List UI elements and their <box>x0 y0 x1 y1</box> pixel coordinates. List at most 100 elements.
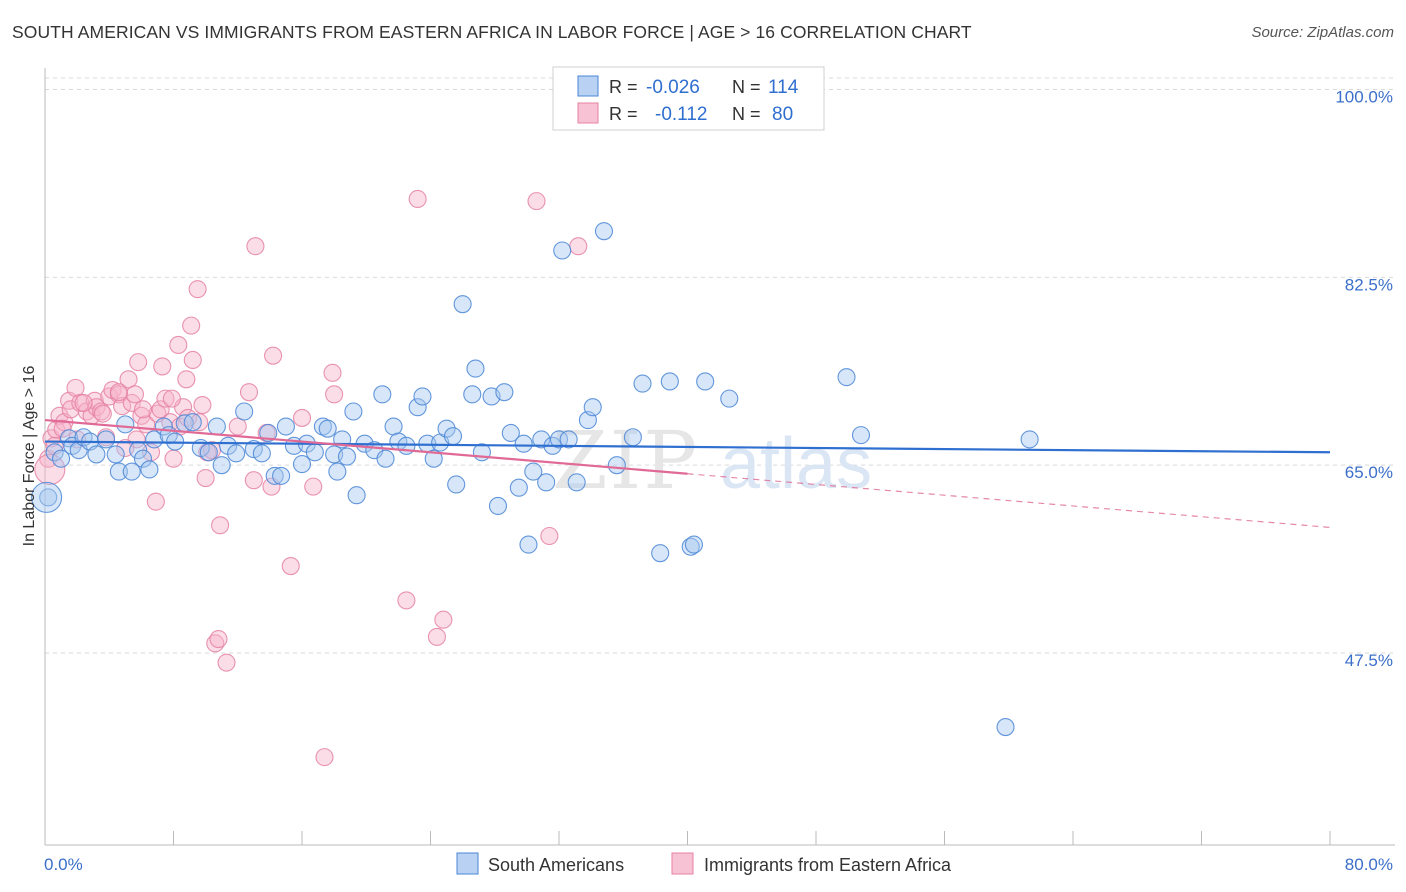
legend-label-south-americans: South Americans <box>488 855 624 875</box>
blue-large-bubble <box>31 481 63 513</box>
legend-swatch-pink <box>577 102 599 124</box>
eastern-africa-point <box>164 449 183 468</box>
eastern-africa-point <box>74 393 93 412</box>
south-american-point <box>514 434 533 453</box>
legend-swatch-eastern-africa <box>671 852 694 875</box>
eastern-africa-point <box>217 653 236 672</box>
y-axis-title: In Labor Force | Age > 16 <box>21 366 38 547</box>
south-american-point <box>122 462 141 481</box>
south-american-point <box>318 419 337 438</box>
y-tick-label: 100.0% <box>1335 88 1393 107</box>
south-american-point <box>96 430 116 449</box>
south-american-point <box>133 449 153 468</box>
y-tick-labels: 47.5% 65.0% 82.5% 100.0% <box>1335 88 1393 671</box>
eastern-africa-point <box>125 385 144 404</box>
eastern-africa-point <box>228 417 247 436</box>
legend-r-label: R = <box>609 104 638 124</box>
eastern-africa-point <box>129 353 148 372</box>
legend-n-label: N = <box>732 104 761 124</box>
south-american-point <box>532 430 551 449</box>
watermark-zip: ZIP <box>552 414 699 507</box>
trend-lines <box>44 418 1331 529</box>
eastern-africa-point <box>85 391 104 410</box>
eastern-africa-point <box>569 237 588 256</box>
south-american-point <box>1020 430 1039 449</box>
eastern-africa-point <box>53 419 72 438</box>
axes <box>44 68 1395 846</box>
legend-swatch-blue <box>577 75 599 97</box>
legend-r-value-pink: -0.112 <box>655 104 707 125</box>
eastern-africa-point <box>153 357 172 376</box>
south-american-point <box>607 456 626 475</box>
south-americans-trend-line <box>44 440 1331 454</box>
south-american-point <box>227 444 246 463</box>
legend-swatch-south-americans <box>456 852 479 875</box>
eastern-africa-point <box>281 557 300 576</box>
south-american-point <box>106 445 125 464</box>
eastern-africa-point <box>119 370 138 389</box>
eastern-africa-point <box>182 316 201 335</box>
south-american-point <box>109 462 128 481</box>
eastern-africa-point <box>169 335 188 355</box>
eastern-africa-point <box>156 389 175 408</box>
legend-series: South Americans Immigrants from Eastern … <box>456 852 952 875</box>
eastern-africa-point <box>527 192 546 211</box>
watermark: ZIP atlas <box>552 414 872 507</box>
x-tick-label-max: 80.0% <box>1345 855 1393 874</box>
eastern-africa-point <box>304 477 323 496</box>
eastern-africa-point <box>427 627 446 646</box>
eastern-africa-point <box>193 396 212 415</box>
south-american-point <box>116 415 135 434</box>
south-american-point <box>408 398 427 417</box>
south-american-point <box>45 443 64 462</box>
eastern-africa-point <box>146 492 165 511</box>
south-american-point <box>39 488 58 507</box>
eastern-africa-point <box>264 346 283 365</box>
south-american-point <box>52 449 71 468</box>
south-american-point <box>553 241 572 260</box>
eastern-africa-point <box>109 383 128 402</box>
south-american-point <box>337 447 357 466</box>
eastern-africa-trend-line-extension <box>687 473 1331 529</box>
pink-large-bubble <box>34 453 66 486</box>
eastern-africa-point <box>66 378 85 397</box>
south-american-point <box>265 466 284 485</box>
south-american-point <box>453 295 472 314</box>
south-american-point <box>276 417 295 436</box>
south-american-point <box>447 475 466 494</box>
south-american-point <box>437 419 456 438</box>
grid-lines <box>45 77 1395 654</box>
south-american-point <box>259 423 278 443</box>
south-american-point <box>384 417 403 436</box>
south-american-point <box>373 385 392 404</box>
y-tick-label: 65.0% <box>1345 463 1393 482</box>
eastern-africa-point <box>209 629 228 649</box>
eastern-africa-point <box>434 610 453 629</box>
south-american-point <box>509 478 528 497</box>
eastern-africa-point <box>325 385 344 404</box>
south-american-point <box>466 359 485 378</box>
legend-r-label: R = <box>609 77 638 97</box>
south-american-point <box>567 473 586 492</box>
south-american-point <box>488 496 508 516</box>
south-american-point <box>244 440 263 459</box>
south-american-point <box>292 455 312 474</box>
eastern-africa-point <box>540 526 559 546</box>
eastern-africa-point <box>177 370 196 389</box>
south-american-point <box>87 445 106 464</box>
south-american-point <box>344 402 363 421</box>
y-tick-label: 47.5% <box>1345 651 1393 670</box>
eastern-africa-point <box>292 408 312 427</box>
south-american-point <box>463 385 482 404</box>
watermark-atlas: atlas <box>720 424 872 504</box>
south-american-point <box>272 466 291 485</box>
south-american-point <box>633 374 652 393</box>
south-american-point <box>199 443 218 462</box>
south-american-point <box>212 456 231 475</box>
south-american-point <box>501 423 520 443</box>
chart-source: Source: ZipAtlas.com <box>1251 24 1394 41</box>
eastern-africa-point <box>162 389 181 408</box>
eastern-africa-point <box>244 471 263 490</box>
eastern-africa-point <box>113 397 132 416</box>
